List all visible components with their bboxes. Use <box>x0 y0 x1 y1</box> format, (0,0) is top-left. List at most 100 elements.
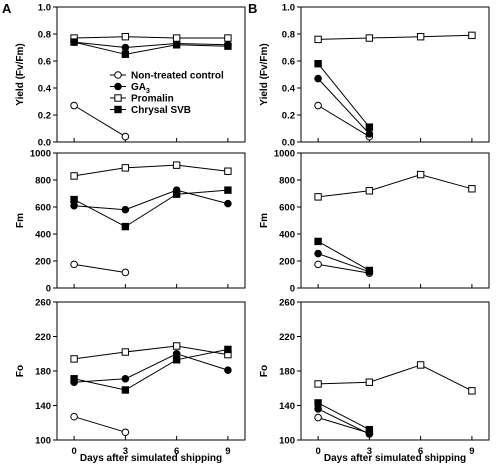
plot-frame <box>56 152 246 289</box>
data-point-ga3 <box>224 199 232 208</box>
data-point-ga3 <box>314 249 322 258</box>
series-line-chrysal-svb <box>73 348 228 391</box>
series-line-non-treated-control <box>318 263 370 274</box>
x-tick-label: 6 <box>418 446 423 457</box>
plot-fm-b: 0 200 400 600 800 1000 Fm <box>259 149 490 295</box>
x-tick-label: 3 <box>123 446 128 457</box>
y-tick-label: 1000 <box>30 149 51 160</box>
data-point-chrysal-svb <box>314 60 322 68</box>
y-tick-label: 140 <box>35 401 51 412</box>
data-point-promalin <box>468 31 476 40</box>
y-tick-label: 0 <box>46 284 51 295</box>
data-point-promalin <box>314 35 322 44</box>
series-line-ga3 <box>74 41 228 49</box>
data-point-chrysal-svb <box>172 356 181 364</box>
data-point-chrysal-svb <box>172 190 181 198</box>
y-tick-label: 0.8 <box>38 30 51 41</box>
y-tick-label: 400 <box>35 230 51 241</box>
series-line-non-treated-control <box>317 417 370 434</box>
data-point-non-treated-control <box>121 268 130 277</box>
y-tick-label: 0.4 <box>38 84 52 95</box>
series-line-promalin <box>74 36 228 39</box>
data-point-ga3 <box>121 374 130 383</box>
data-point-chrysal-svb <box>224 42 232 50</box>
data-point-promalin <box>70 172 78 180</box>
data-point-promalin <box>468 387 476 395</box>
data-point-non-treated-control <box>314 413 322 422</box>
y-axis-label: Yield (Fv/Fm) <box>259 43 270 105</box>
series-line-promalin <box>74 345 228 360</box>
series-line-promalin <box>318 364 473 392</box>
y-tick-label: 400 <box>279 230 295 241</box>
series-line-promalin <box>318 174 473 198</box>
plot-frame <box>56 6 246 143</box>
data-point-chrysal-svb <box>224 345 232 354</box>
panel-label-a: A <box>2 1 12 16</box>
legend-label: Chrysal SVB <box>131 105 191 116</box>
series-line-ga3 <box>74 189 229 211</box>
y-tick-label: 0.6 <box>38 57 51 68</box>
x-axis-label-b: Days after simulated shipping <box>324 453 466 464</box>
data-point-non-treated-control <box>314 260 322 269</box>
data-point-promalin <box>468 185 476 193</box>
data-point-ga3 <box>314 74 322 83</box>
data-point-chrysal-svb <box>365 123 374 131</box>
data-point-chrysal-svb <box>121 386 130 394</box>
data-point-chrysal-svb <box>70 195 78 204</box>
x-tick-label: 9 <box>225 446 230 457</box>
series-line-chrysal-svb <box>73 41 228 55</box>
plot-yield-b: 0.0 0.2 0.4 0.6 0.8 1.0 Yield (Fv/Fm) <box>259 3 490 149</box>
y-tick-label: 0.4 <box>282 84 296 95</box>
plot-frame <box>300 6 490 143</box>
data-point-ga3 <box>365 130 374 138</box>
plot-fo-a: 100 140 180 220 260 0 3 6 9 Fo <box>15 298 246 457</box>
series-line-non-treated-control <box>73 416 126 433</box>
data-point-promalin <box>365 187 374 195</box>
data-point-chrysal-svb <box>365 425 374 434</box>
series-line-non-treated-control <box>73 105 126 138</box>
data-point-promalin <box>224 34 232 42</box>
data-point-non-treated-control <box>121 428 130 437</box>
y-tick-label: 1.0 <box>282 3 295 14</box>
data-point-promalin <box>172 342 181 350</box>
y-tick-label: 260 <box>279 298 295 309</box>
y-tick-label: 220 <box>279 332 295 343</box>
y-tick-label: 800 <box>279 176 295 187</box>
data-point-chrysal-svb <box>121 222 130 231</box>
legend-marker <box>114 94 122 102</box>
series-line-chrysal-svb <box>317 402 370 431</box>
plot-fm-a: 0 200 400 600 800 1000 Fm <box>15 149 246 295</box>
x-tick-label: 9 <box>469 446 474 457</box>
legend-marker <box>114 71 122 79</box>
y-tick-label: 1000 <box>274 149 295 160</box>
data-point-promalin <box>121 348 130 356</box>
y-tick-label: 0.2 <box>282 111 295 122</box>
y-tick-label: 0.8 <box>282 30 295 41</box>
y-tick-label: 0.0 <box>282 138 295 149</box>
series-line-promalin <box>318 34 472 40</box>
y-tick-label: 180 <box>279 367 295 378</box>
series-line-chrysal-svb <box>317 240 370 271</box>
legend-item: Chrysal SVB <box>110 105 191 116</box>
y-axis-label: Fm <box>259 213 270 228</box>
data-point-chrysal-svb <box>365 266 374 275</box>
y-tick-label: 200 <box>279 257 295 268</box>
data-point-chrysal-svb <box>314 237 322 246</box>
y-tick-label: 100 <box>35 436 51 447</box>
legend-item: Promalin <box>110 94 174 105</box>
data-point-chrysal-svb <box>70 38 78 46</box>
legend-item: GA3 <box>110 82 150 95</box>
data-point-chrysal-svb <box>314 399 322 407</box>
legend-marker <box>114 105 122 114</box>
legend-item: Non-treated control <box>110 71 224 82</box>
series-line-promalin <box>74 164 228 177</box>
series-line-ga3 <box>317 78 370 135</box>
legend-label: Non-treated control <box>131 71 224 82</box>
y-tick-label: 0.6 <box>282 57 295 68</box>
y-axis-label: Yield (Fv/Fm) <box>15 43 26 105</box>
x-tick-label: 0 <box>315 446 320 457</box>
y-tick-label: 0.2 <box>38 111 51 122</box>
data-point-promalin <box>314 193 322 201</box>
data-point-promalin <box>224 167 232 175</box>
